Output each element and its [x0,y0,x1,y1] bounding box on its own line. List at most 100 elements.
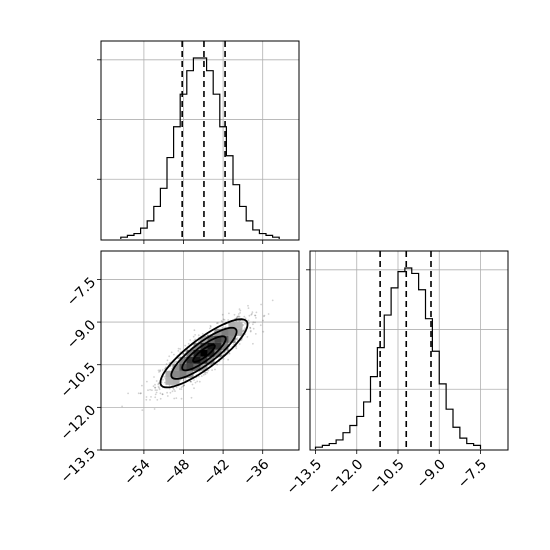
joint-scatter-point [141,384,143,387]
joint-scatter-point [198,339,201,342]
marginal-y-xtick-label: −12.0 [325,456,367,498]
joint-scatter-point [223,319,226,321]
joint-scatter-point [157,382,160,385]
joint-scatter-point [166,391,169,394]
marginal-x-panel [97,40,300,244]
joint-scatter-point [235,345,237,348]
joint-scatter-point [121,405,123,408]
joint-scatter-point [141,409,144,411]
joint-scatter-point [247,304,249,307]
joint-scatter-point [155,391,158,394]
joint-scatter-point [244,317,247,320]
joint-scatter-point [260,303,262,306]
joint-scatter-point [193,329,196,332]
joint-scatter-point [174,361,177,363]
joint-scatter-point [157,385,160,388]
joint-density-cell [228,335,236,343]
joint-scatter-point [164,381,166,384]
joint-scatter-point [162,378,164,381]
joint-density-cell [207,342,215,350]
joint-scatter-point [267,313,270,315]
joint-density-cell [186,356,194,364]
joint-scatter-point [236,337,239,339]
joint-density-cell [179,356,187,364]
joint-scatter-point [263,314,266,317]
joint-scatter-point [237,315,239,318]
joint-scatter-point [209,327,211,330]
joint-density-cell [214,335,222,343]
joint-scatter-point [163,367,166,370]
joint-scatter-point [237,313,240,315]
joint-scatter-point [198,370,201,373]
joint-scatter-point [139,392,142,395]
joint-density-cell [228,321,236,329]
joint-scatter-point [194,381,197,384]
joint-scatter-point [170,351,173,354]
joint-scatter-point [149,388,152,391]
joint-scatter-point [244,327,247,329]
joint-contour-line [170,326,238,380]
joint-scatter-point [210,363,212,366]
joint-scatter-point [242,324,245,326]
joint-scatter-point [193,379,195,381]
marginal-y-histogram [314,267,482,449]
joint-scatter-point [200,375,203,377]
joint-xtick-label: −36 [240,456,272,488]
joint-scatter-point [249,330,252,333]
joint-scatter-point [153,376,155,378]
joint-scatter-point [158,388,161,391]
joint-scatter-point [189,380,192,383]
joint-scatter-point [157,383,160,386]
joint-scatter-point [196,380,199,383]
joint-ytick-label: −12.0 [58,402,100,444]
joint-scatter-point [171,390,174,393]
joint-scatter-point [251,312,253,315]
joint-scatter-point [204,371,207,374]
joint-density-cell [235,321,243,329]
joint-scatter-point [190,380,193,383]
joint-scatter-point [184,350,187,353]
joint-scatter-point [254,314,256,317]
joint-scatter-point [189,339,192,341]
joint-xtick-label: −48 [161,456,193,488]
joint-density-cell [193,356,201,364]
joint-scatter-point [235,317,238,320]
joint-scatter-point [187,342,190,345]
joint-scatter-point [182,353,185,355]
joint-scatter-point [271,299,274,302]
joint-scatter-point [216,322,218,325]
joint-scatter-point [239,312,242,314]
joint-density-cell [179,370,187,378]
joint-scatter-point [197,375,200,378]
joint-ytick-label: −10.5 [58,360,100,402]
joint-scatter-point [237,315,240,318]
joint-scatter-point [206,334,209,337]
joint-scatter-point [179,379,182,381]
joint-density-cell [172,363,180,371]
joint-scatter-point [198,380,201,383]
joint-scatter-point [145,396,148,398]
joint-scatter-point [252,323,254,326]
joint-scatter-point [140,392,142,395]
joint-scatter-point [254,321,256,324]
joint-scatter-point [173,397,176,400]
joint-scatter-point [183,377,186,380]
joint-scatter-point [228,312,230,315]
joint-scatter-point [159,369,162,371]
joint-scatter-point [206,371,209,374]
joint-scatter-point [154,386,156,389]
joint-scatter-point [235,317,238,319]
joint-density-cell [214,342,222,350]
joint-scatter-point [226,349,229,352]
joint-scatter-point [221,321,224,323]
joint-scatter-point [227,319,230,321]
joint-scatter-point [243,315,246,318]
marginal-y-xtick-label: −9.0 [414,456,449,491]
joint-scatter-point [235,337,237,340]
joint-scatter-point [157,369,160,372]
joint-scatter-point [225,349,228,352]
joint-scatter-point [214,368,216,371]
joint-scatter-point [156,389,158,391]
joint-frame [100,250,300,451]
joint-scatter-point [249,326,252,329]
